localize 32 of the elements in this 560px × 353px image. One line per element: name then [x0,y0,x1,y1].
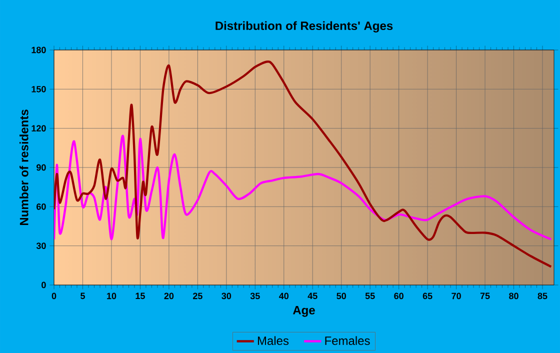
y-tick-label: 30 [36,242,46,250]
x-tick-label: 20 [164,292,174,300]
legend-label: Females [325,336,370,345]
x-tick-label: 15 [136,292,145,300]
legend-label: Males [258,336,289,345]
y-tick-label: 90 [36,164,46,171]
x-tick-label: 55 [365,292,375,300]
y-tick-label: 60 [36,203,46,210]
x-tick-label: 50 [336,292,346,300]
y-tick-label: 120 [32,125,46,132]
x-axis-title: Age [292,306,315,317]
y-tick-label: 180 [32,46,46,54]
x-tick-label: 70 [452,292,461,300]
x-tick-label: 0 [52,292,56,300]
x-tick-label: 35 [250,292,260,300]
x-tick-label: 75 [480,292,490,300]
x-tick-label: 5 [80,292,85,300]
x-tick-label: 85 [538,292,548,300]
y-axis-title: Number of residents [20,110,28,226]
x-tick-label: 25 [192,292,202,300]
chart-title: Distribution of Residents' Ages [216,21,393,32]
x-tick-label: 80 [509,292,518,300]
line-series [54,135,552,240]
line-series [54,60,552,268]
x-tick-label: 65 [422,292,432,300]
x-tick-label: 45 [308,292,318,300]
y-tick-label: 150 [32,86,46,92]
x-tick-label: 30 [222,292,232,300]
x-tick-label: 40 [279,292,289,300]
x-tick-label: 10 [107,292,116,300]
y-tick-label: 0 [42,282,46,288]
x-tick-label: 60 [394,292,404,300]
